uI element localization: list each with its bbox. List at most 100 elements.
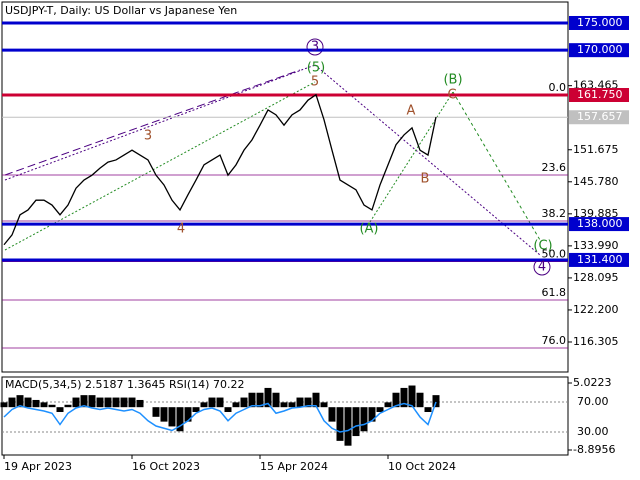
guide-line [369, 91, 454, 223]
level-label: 161.750 [577, 88, 623, 101]
fib-label: 76.0 [542, 334, 567, 347]
current-price-label: 157.657 [577, 110, 623, 123]
macd-bar [432, 395, 440, 408]
macd-bar [72, 397, 80, 408]
level-label: 175.000 [577, 16, 623, 29]
macd-bar [136, 399, 144, 408]
guide-line [4, 81, 316, 251]
macd-bar [408, 385, 416, 408]
macd-bar [184, 407, 192, 422]
macd-bar [352, 407, 360, 437]
main-panel [1, 1, 569, 373]
fib-label: 50.0 [542, 248, 567, 261]
macd-bar [88, 395, 96, 408]
y-tick-label: 139.885 [573, 207, 619, 220]
guide-line [4, 64, 316, 181]
rsi-line [3, 401, 437, 433]
macd-bar [208, 397, 216, 408]
macd-bar [176, 407, 184, 432]
macd-bar [104, 397, 112, 408]
macd-bar [240, 397, 248, 408]
macd-bar [16, 395, 24, 408]
wave-label: 4 [538, 260, 546, 275]
y-tick-label: -8.8956 [573, 443, 615, 456]
macd-bar [80, 395, 88, 408]
y-tick-label: 151.675 [573, 143, 619, 156]
guide-line [452, 91, 541, 241]
wave-label: 5 [311, 75, 319, 90]
macd-bar [64, 404, 72, 408]
indicator-panel [1, 376, 569, 456]
y-tick-label: 133.990 [573, 239, 619, 252]
y-tick-label: 128.095 [573, 271, 619, 284]
y2-tick-label: 30.00 [577, 425, 609, 438]
macd-bar [424, 407, 432, 412]
y-tick-label: 116.305 [573, 335, 619, 348]
macd-bar [48, 404, 56, 408]
macd-bar [392, 392, 400, 408]
macd-bar [32, 399, 40, 408]
macd-bar [360, 407, 368, 432]
y-tick-label: 145.780 [573, 175, 619, 188]
fib-label: 23.6 [542, 161, 567, 174]
wave-label: (5) [307, 61, 325, 76]
level-box [569, 252, 629, 267]
level-label: 170.000 [577, 43, 623, 56]
wave-label: 3 [311, 40, 319, 55]
y-tick-label: 5.0223 [573, 376, 612, 389]
x-tick-label: 16 Oct 2023 [132, 460, 200, 473]
level-box [569, 217, 629, 232]
chart-title: USDJPY-T, Daily: US Dollar vs Japanese Y… [5, 4, 237, 17]
wave-label: 3 [144, 129, 152, 144]
level-box [569, 15, 629, 30]
macd-bar [200, 402, 208, 408]
macd-bar [336, 407, 344, 441]
macd-bar [312, 392, 320, 408]
macd-bar [168, 407, 176, 427]
macd-bar [344, 407, 352, 446]
macd-bar [288, 402, 296, 408]
macd-bar [416, 392, 424, 408]
y2-tick-label: 70.00 [577, 395, 609, 408]
macd-bar [320, 402, 328, 408]
macd-bar [128, 397, 136, 408]
level-label: 131.400 [577, 253, 623, 266]
macd-bar [24, 397, 32, 408]
wave-label: B [421, 172, 430, 187]
macd-bar [400, 387, 408, 408]
x-tick-label: 10 Oct 2024 [388, 460, 456, 473]
x-tick-label: 19 Apr 2023 [4, 460, 72, 473]
fib-label: 0.0 [549, 81, 567, 94]
indicator-title: MACD(5,34,5) 2.5187 1.3645 RSI(14) 70.22 [5, 378, 244, 391]
macd-bar [8, 397, 16, 408]
macd-bar [368, 407, 376, 422]
macd-bar [328, 407, 336, 422]
wave-circle [306, 38, 324, 56]
level-box [569, 43, 629, 58]
guide-line [4, 69, 301, 176]
fib-label: 61.8 [542, 286, 567, 299]
macd-bar [40, 402, 48, 408]
macd-bar [248, 392, 256, 408]
wave-label: (A) [359, 222, 378, 237]
price-box [569, 110, 629, 125]
macd-bar [192, 407, 200, 412]
macd-bar [0, 402, 8, 408]
macd-bar [120, 397, 128, 408]
macd-bar [272, 392, 280, 408]
wave-label: (C) [533, 239, 552, 254]
macd-bar [224, 407, 232, 412]
macd-bar [296, 397, 304, 408]
price-line [3, 93, 437, 246]
level-box [569, 88, 629, 102]
macd-bar [304, 397, 312, 408]
macd-bar [160, 407, 168, 422]
wave-label: (B) [443, 73, 462, 88]
wave-label: 4 [177, 222, 185, 237]
macd-bar [232, 402, 240, 408]
macd-bar [384, 402, 392, 408]
wave-label: C [447, 88, 456, 103]
macd-bar [264, 387, 272, 408]
macd-bar [280, 402, 288, 408]
